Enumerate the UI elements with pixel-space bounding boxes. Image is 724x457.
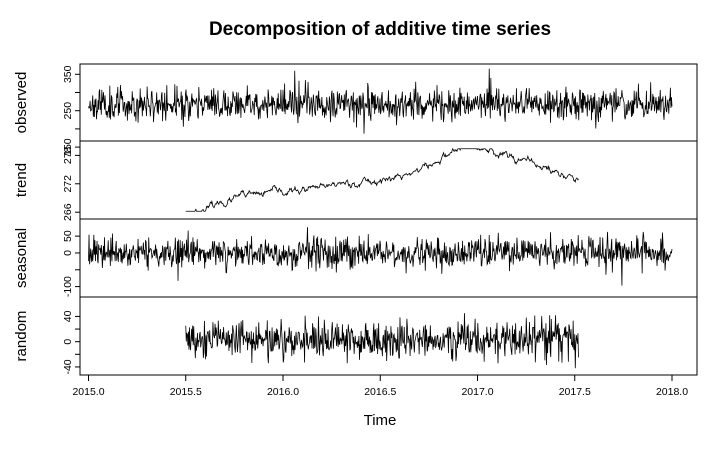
series-line-observed bbox=[88, 68, 673, 134]
panel-trend: 266 272 278 trend bbox=[13, 140, 698, 221]
x-axis-label: Time bbox=[364, 412, 397, 429]
panel-observed: 150 250 350 observed bbox=[13, 63, 698, 156]
y-tick-label-random-2: 40 bbox=[62, 310, 74, 322]
panel-frame-trend bbox=[79, 140, 698, 220]
y-tick-label-random-0: -40 bbox=[62, 359, 74, 374]
y-axis-label-observed: observed bbox=[13, 72, 30, 134]
x-tick-label-2: 2016.0 bbox=[267, 386, 299, 398]
y-tick-label-trend-0: 266 bbox=[62, 203, 74, 221]
series-line-random bbox=[185, 313, 579, 369]
y-axis-label-trend: trend bbox=[13, 163, 30, 197]
y-tick-label-observed-1: 250 bbox=[62, 102, 74, 120]
y-axis-label-seasonal: seasonal bbox=[13, 228, 30, 288]
x-axis: 2015.0 2015.5 2016.0 2016.5 2017.0 2017.5 2018… bbox=[72, 375, 688, 398]
y-tick-label-observed-0: 150 bbox=[62, 138, 74, 156]
y-tick-label-seasonal-1: 0 bbox=[62, 250, 74, 256]
panel-seasonal: -100 0 50 seasonal bbox=[13, 218, 698, 298]
y-tick-label-random-1: 0 bbox=[62, 339, 74, 345]
x-tick-label-1: 2015.5 bbox=[170, 386, 202, 398]
series-line-trend bbox=[185, 147, 579, 212]
x-tick-label-6: 2018.0 bbox=[656, 386, 688, 398]
x-tick-label-3: 2016.5 bbox=[364, 386, 396, 398]
x-tick-label-5: 2017.5 bbox=[559, 386, 591, 398]
y-tick-label-seasonal-2: 50 bbox=[62, 230, 74, 242]
panels-group: 150 250 350 observed 266 272 278 trend -100 0 50 se… bbox=[13, 63, 698, 376]
y-tick-label-observed-2: 350 bbox=[62, 65, 74, 83]
panel-frame-random bbox=[79, 296, 698, 376]
panel-random: -40 0 40 random bbox=[13, 296, 698, 376]
x-tick-label-0: 2015.0 bbox=[72, 386, 104, 398]
y-tick-label-seasonal-0: -100 bbox=[62, 276, 74, 297]
chart-title: Decomposition of additive time series bbox=[209, 19, 551, 40]
x-tick-label-4: 2017.0 bbox=[461, 386, 493, 398]
y-tick-label-trend-2: 278 bbox=[62, 146, 74, 164]
y-tick-label-trend-1: 272 bbox=[62, 175, 74, 193]
series-line-seasonal bbox=[88, 227, 673, 286]
y-axis-label-random: random bbox=[13, 311, 30, 362]
